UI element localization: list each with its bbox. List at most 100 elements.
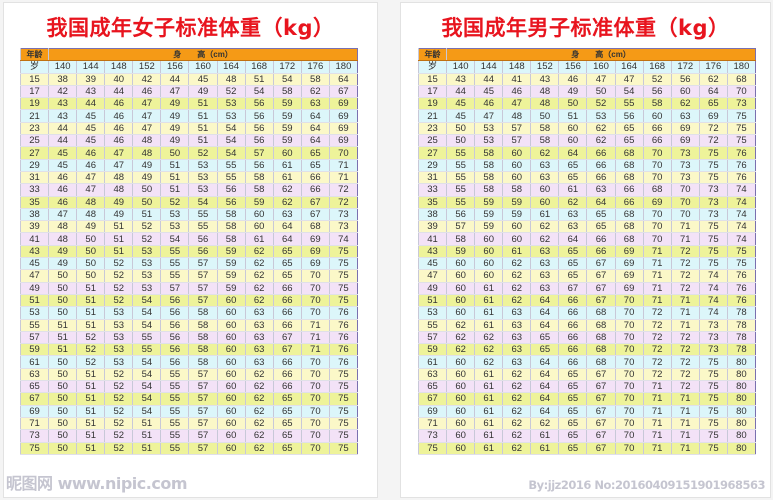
weight-cell: 70 bbox=[670, 208, 700, 222]
weight-cell: 61 bbox=[474, 442, 503, 455]
weight-cell: 56 bbox=[188, 245, 218, 259]
weight-cell: 63 bbox=[502, 355, 531, 369]
weight-cell: 65 bbox=[558, 392, 587, 406]
weight-cell: 65 bbox=[558, 429, 587, 443]
age-cell: 29 bbox=[19, 159, 49, 172]
weight-cell: 57 bbox=[188, 257, 218, 271]
weight-cell: 55 bbox=[188, 208, 218, 222]
table-row: 27 45 46 47 48 50 52 54 57 60 65 70 bbox=[19, 146, 358, 160]
weight-cell: 64 bbox=[272, 232, 302, 246]
weight-cell: 62 bbox=[244, 282, 274, 295]
table-row: 53 60 61 63 64 66 68 70 72 71 74 78 bbox=[417, 306, 756, 320]
weight-cell: 50 bbox=[48, 294, 77, 308]
weight-cell: 62 bbox=[586, 122, 616, 136]
weight-cell: 53 bbox=[160, 208, 189, 222]
weight-cell: 61 bbox=[474, 282, 503, 295]
weight-cell: 75 bbox=[328, 429, 358, 443]
weight-cell: 69 bbox=[614, 282, 644, 295]
weight-cell: 65 bbox=[558, 257, 587, 271]
table-row: 29 55 58 60 63 65 66 68 70 73 75 76 bbox=[417, 159, 756, 172]
weight-cell: 65 bbox=[530, 343, 559, 357]
weight-cell: 45 bbox=[188, 73, 218, 86]
age-cell: 67 bbox=[417, 392, 447, 406]
weight-cell: 65 bbox=[272, 392, 302, 406]
weight-cell: 56 bbox=[216, 183, 246, 197]
weight-cell: 73 bbox=[698, 331, 728, 345]
weight-cell: 54 bbox=[132, 355, 161, 369]
weight-cell: 80 bbox=[726, 442, 756, 455]
weight-cell: 80 bbox=[726, 392, 756, 406]
weight-cell: 51 bbox=[76, 294, 105, 308]
age-cell: 67 bbox=[19, 392, 49, 406]
weight-cell: 72 bbox=[698, 122, 728, 136]
age-cell: 41 bbox=[417, 232, 447, 246]
weight-cell: 72 bbox=[642, 331, 672, 345]
weight-cell: 50 bbox=[48, 442, 77, 455]
weight-cell: 52 bbox=[104, 368, 133, 382]
weight-cell: 62 bbox=[502, 442, 531, 455]
weight-cell: 69 bbox=[670, 134, 700, 148]
weight-cell: 42 bbox=[132, 73, 161, 86]
weight-cell: 46 bbox=[48, 196, 77, 209]
age-cell: 17 bbox=[19, 85, 49, 99]
weight-cell: 57 bbox=[188, 294, 218, 308]
weight-cell: 63 bbox=[244, 306, 274, 320]
table-row: 29 45 46 47 49 51 53 55 56 61 65 71 bbox=[19, 159, 358, 172]
weight-cell: 75 bbox=[698, 442, 728, 455]
height-cell: 164 bbox=[614, 60, 644, 74]
weight-cell: 64 bbox=[558, 146, 587, 160]
table-row: 15 43 44 41 43 46 47 47 52 56 62 68 bbox=[417, 73, 756, 86]
weight-cell: 74 bbox=[698, 269, 728, 283]
weight-cell: 62 bbox=[530, 232, 559, 246]
weight-cell: 47 bbox=[104, 146, 133, 160]
weight-cell: 61 bbox=[474, 319, 503, 332]
age-cell: 65 bbox=[417, 380, 447, 394]
height-cell: 156 bbox=[160, 60, 189, 74]
weight-cell: 68 bbox=[300, 220, 330, 234]
weight-cell: 71 bbox=[328, 159, 358, 172]
weight-cell: 61 bbox=[474, 392, 503, 406]
weight-cell: 63 bbox=[502, 306, 531, 320]
height-cell: 160 bbox=[188, 60, 218, 74]
weight-cell: 67 bbox=[586, 405, 616, 418]
watermark-left: 昵图网 www.nipic.com bbox=[6, 474, 188, 493]
weight-cell: 60 bbox=[216, 392, 246, 406]
weight-cell: 68 bbox=[614, 220, 644, 234]
weight-cell: 57 bbox=[188, 282, 218, 295]
weight-cell: 52 bbox=[76, 355, 105, 369]
weight-cell: 55 bbox=[446, 196, 475, 209]
height-cell: 144 bbox=[474, 60, 503, 74]
weight-cell: 75 bbox=[698, 429, 728, 443]
weight-cell: 52 bbox=[104, 294, 133, 308]
weight-cell: 55 bbox=[160, 245, 189, 259]
age-cell: 59 bbox=[417, 343, 447, 357]
age-cell: 51 bbox=[19, 294, 49, 308]
weight-cell: 73 bbox=[670, 146, 700, 160]
weight-cell: 63 bbox=[244, 355, 274, 369]
weight-cell: 71 bbox=[670, 417, 700, 431]
weight-cell: 70 bbox=[642, 146, 672, 160]
weight-cell: 69 bbox=[328, 109, 358, 123]
weight-cell: 62 bbox=[244, 429, 274, 443]
weight-cell: 68 bbox=[614, 171, 644, 185]
weight-cell: 59 bbox=[272, 122, 302, 136]
weight-cell: 61 bbox=[474, 417, 503, 431]
weight-cell: 74 bbox=[726, 196, 756, 209]
weight-cell: 44 bbox=[76, 97, 105, 111]
weight-cell: 48 bbox=[530, 85, 559, 99]
weight-cell: 67 bbox=[300, 208, 330, 222]
weight-cell: 75 bbox=[328, 269, 358, 283]
weight-cell: 73 bbox=[698, 343, 728, 357]
weight-cell: 72 bbox=[670, 282, 700, 295]
weight-cell: 43 bbox=[48, 97, 77, 111]
height-cell: 140 bbox=[48, 60, 77, 74]
weight-cell: 51 bbox=[188, 122, 218, 136]
weight-cell: 55 bbox=[446, 159, 475, 172]
weight-cell: 52 bbox=[104, 282, 133, 295]
weight-cell: 75 bbox=[698, 257, 728, 271]
table-row: 55 62 61 63 64 66 68 70 72 71 73 78 bbox=[417, 319, 756, 332]
weight-cell: 49 bbox=[160, 134, 189, 148]
weight-cell: 47 bbox=[132, 122, 161, 136]
weight-cell: 54 bbox=[272, 73, 302, 86]
weight-cell: 72 bbox=[670, 257, 700, 271]
